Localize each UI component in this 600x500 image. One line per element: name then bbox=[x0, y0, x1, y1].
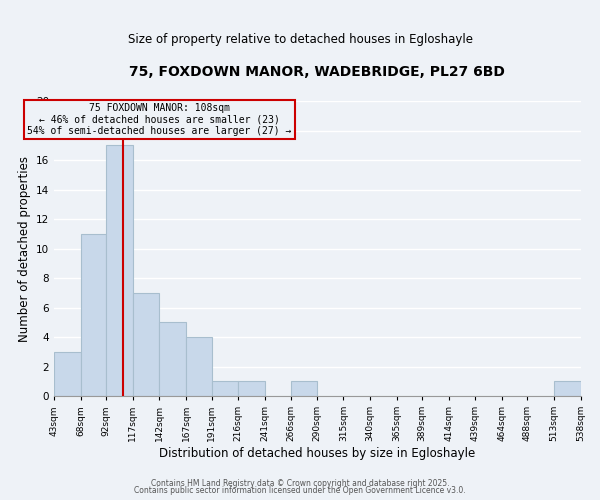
Bar bbox=[54, 352, 81, 396]
Bar bbox=[81, 234, 106, 396]
Text: 75 FOXDOWN MANOR: 108sqm
← 46% of detached houses are smaller (23)
54% of semi-d: 75 FOXDOWN MANOR: 108sqm ← 46% of detach… bbox=[27, 103, 292, 136]
Title: 75, FOXDOWN MANOR, WADEBRIDGE, PL27 6BD: 75, FOXDOWN MANOR, WADEBRIDGE, PL27 6BD bbox=[130, 65, 505, 79]
Text: Contains HM Land Registry data © Crown copyright and database right 2025.: Contains HM Land Registry data © Crown c… bbox=[151, 478, 449, 488]
Bar bbox=[291, 382, 317, 396]
Bar bbox=[133, 293, 160, 396]
Bar bbox=[212, 382, 238, 396]
Bar bbox=[238, 382, 265, 396]
Bar bbox=[554, 382, 581, 396]
Bar bbox=[106, 146, 133, 396]
X-axis label: Distribution of detached houses by size in Egloshayle: Distribution of detached houses by size … bbox=[159, 447, 475, 460]
Bar bbox=[186, 337, 212, 396]
Text: Size of property relative to detached houses in Egloshayle: Size of property relative to detached ho… bbox=[128, 32, 473, 46]
Y-axis label: Number of detached properties: Number of detached properties bbox=[17, 156, 31, 342]
Text: Contains public sector information licensed under the Open Government Licence v3: Contains public sector information licen… bbox=[134, 486, 466, 495]
Bar bbox=[160, 322, 186, 396]
